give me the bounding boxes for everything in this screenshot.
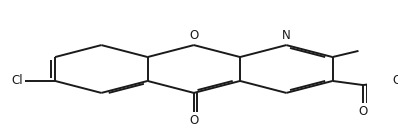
Text: O: O [359, 105, 368, 118]
Text: N: N [282, 29, 291, 42]
Text: Cl: Cl [12, 75, 23, 87]
Text: O: O [189, 29, 199, 42]
Text: O: O [189, 114, 199, 127]
Text: O: O [392, 75, 398, 87]
